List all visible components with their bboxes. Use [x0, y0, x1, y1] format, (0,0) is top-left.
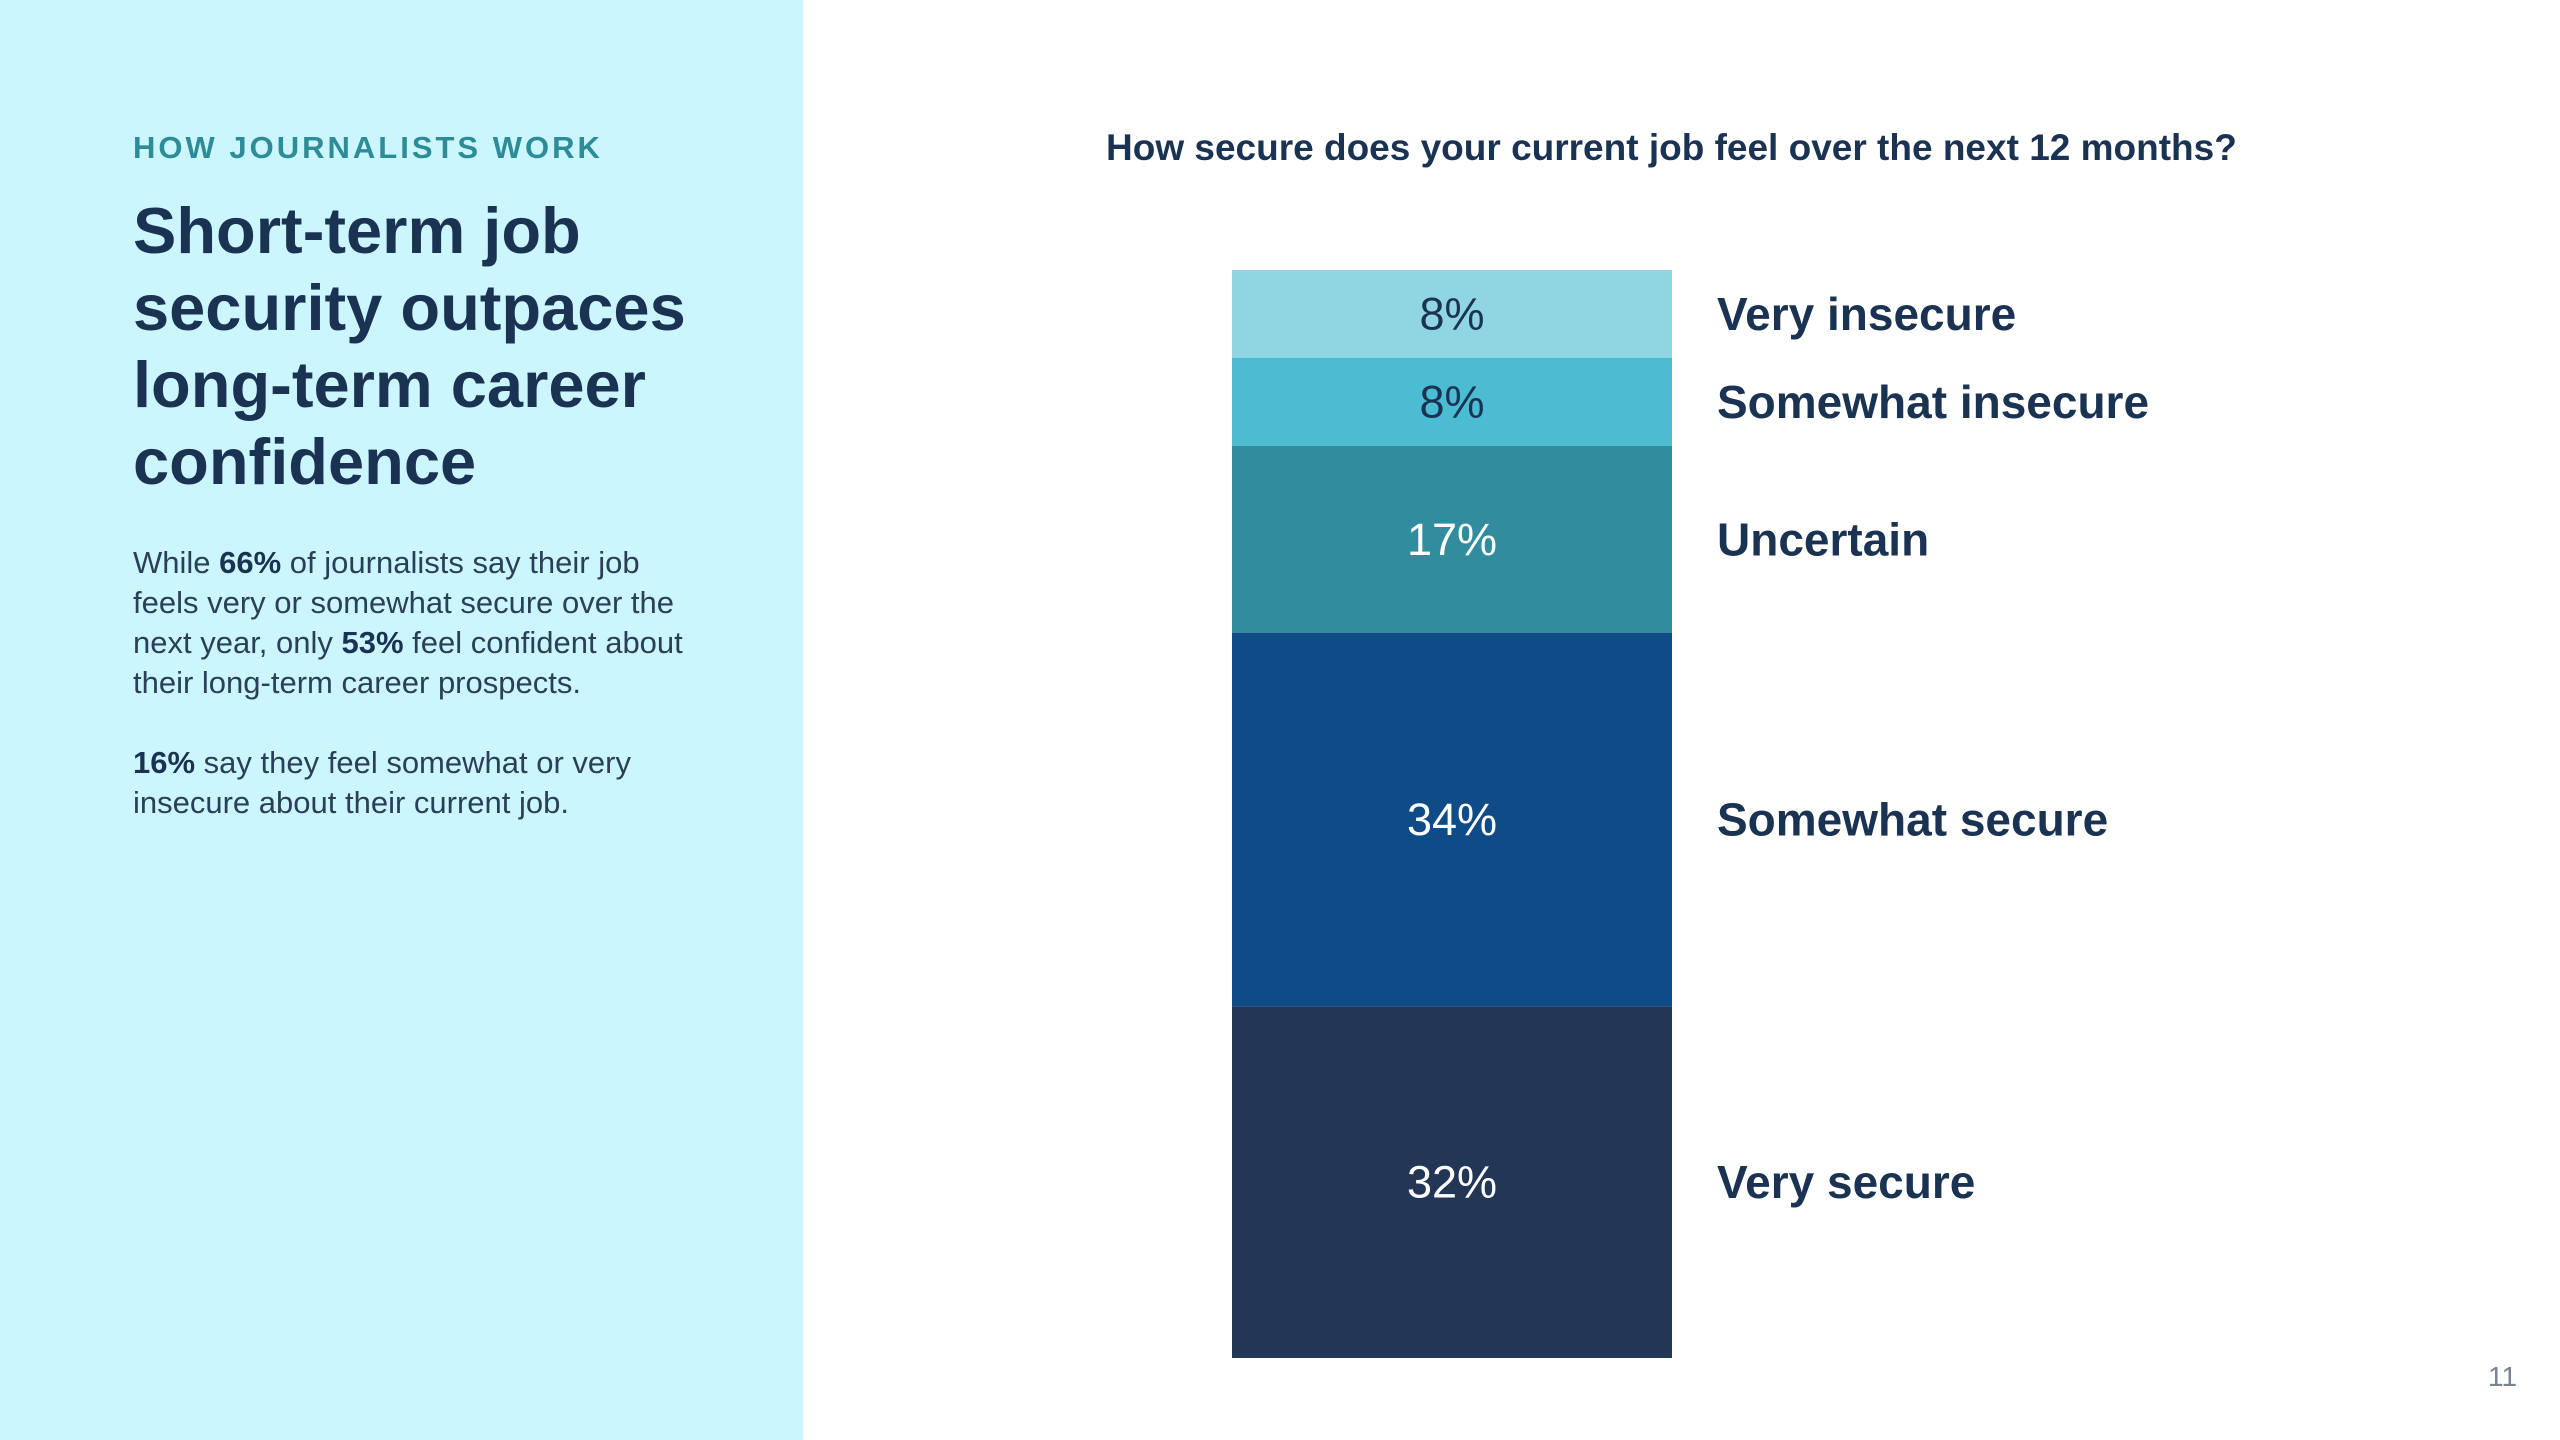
- paragraph-2: 16% say they feel somewhat or very insec…: [133, 743, 693, 823]
- legend-label-very-insecure: Very insecure: [1717, 288, 2016, 340]
- bar-segment-very-insecure: [1232, 270, 1672, 358]
- p2-stat-1: 16%: [133, 745, 196, 780]
- p1-stat-2: 53%: [341, 625, 404, 660]
- left-panel: [0, 0, 803, 1440]
- bar-segment-very-secure: [1232, 1006, 1672, 1358]
- data-label-somewhat-secure: 34%: [1407, 794, 1497, 845]
- data-label-somewhat-insecure: 8%: [1419, 376, 1484, 427]
- data-label-uncertain: 17%: [1407, 514, 1497, 565]
- chart-title: How secure does your current job feel ov…: [1106, 127, 2237, 168]
- p1-stat-1: 66%: [219, 545, 282, 580]
- bar-segment-uncertain: [1232, 445, 1672, 633]
- bar-segment-somewhat-insecure: [1232, 357, 1672, 446]
- body-text: While 66% of journalists say their job f…: [133, 543, 693, 863]
- p1-text-3: feel confident about their long-term car…: [133, 625, 683, 700]
- data-label-very-secure: 32%: [1407, 1157, 1497, 1208]
- legend-label-uncertain: Uncertain: [1717, 513, 1929, 565]
- legend-label-very-secure: Very secure: [1717, 1156, 1975, 1208]
- section-eyebrow: HOW JOURNALISTS WORK: [133, 130, 603, 165]
- p1-text-2: of journalists say their job feels very …: [133, 545, 675, 660]
- p1-text-1: While: [133, 545, 220, 580]
- data-label-very-insecure: 8%: [1419, 288, 1484, 339]
- paragraph-1: While 66% of journalists say their job f…: [133, 543, 693, 703]
- page-headline: Short-term job security outpaces long-te…: [133, 194, 686, 498]
- bar-segment-somewhat-secure: [1232, 632, 1672, 1007]
- p2-text-1: say they feel somewhat or very insecure …: [133, 745, 631, 820]
- legend-label-somewhat-secure: Somewhat secure: [1717, 793, 2108, 845]
- page-number: 11: [2488, 1361, 2518, 1392]
- legend-label-somewhat-insecure: Somewhat insecure: [1717, 376, 2149, 428]
